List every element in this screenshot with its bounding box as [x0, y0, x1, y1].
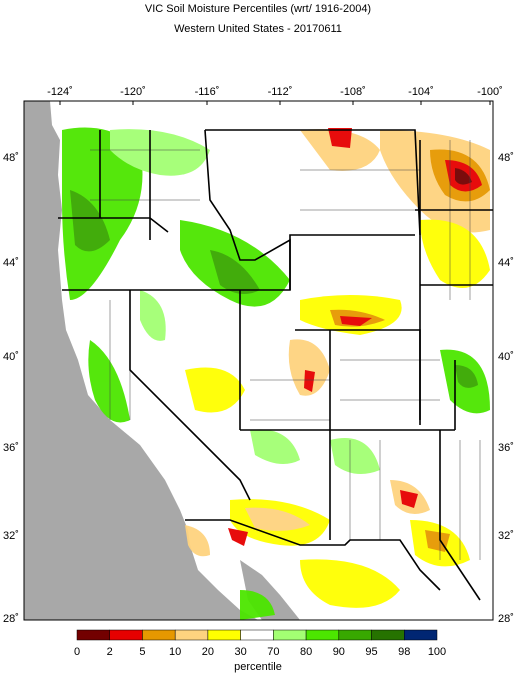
latitude-label: 44˚: [3, 257, 19, 269]
colorbar-tick-label: 90: [333, 646, 345, 658]
latitude-label: 32˚: [3, 530, 19, 542]
colorbar-tick-label: 10: [169, 646, 181, 658]
colorbar-label: percentile: [234, 661, 282, 673]
colorbar-tick-label: 98: [398, 646, 410, 658]
latitude-label: 40˚: [498, 351, 514, 363]
map-frame: [23, 100, 494, 621]
latitude-label: 28˚: [498, 613, 514, 625]
title: VIC Soil Moisture Percentiles (wrt/ 1916…: [145, 3, 371, 15]
latitude-label: 40˚: [3, 351, 19, 363]
ocean: [24, 101, 258, 620]
longitude-label: -108˚: [340, 86, 366, 98]
colorbar-tick-label: 2: [107, 646, 113, 658]
colorbar-swatch: [371, 629, 405, 641]
colorbar-tick-label: 70: [267, 646, 279, 658]
latitude-label: 32˚: [498, 530, 514, 542]
colorbar-swatch: [142, 629, 176, 641]
longitude-label: -104˚: [408, 86, 434, 98]
latitude-label: 36˚: [498, 442, 514, 454]
colorbar-swatch: [76, 629, 110, 641]
longitude-label: -120˚: [120, 86, 146, 98]
latitude-label: 44˚: [498, 257, 514, 269]
colorbar-swatch: [338, 629, 372, 641]
colorbar-tick-label: 30: [235, 646, 247, 658]
colorbar-swatch: [109, 629, 143, 641]
latitude-label: 48˚: [3, 152, 19, 164]
colorbar-swatch: [305, 629, 340, 641]
colorbar-tick-label: 0: [74, 646, 80, 658]
latitude-label: 36˚: [3, 442, 19, 454]
moisture-patches: [62, 127, 490, 620]
latitude-label: 48˚: [498, 152, 514, 164]
longitude-label: -100˚: [477, 86, 503, 98]
longitude-label: -116˚: [195, 86, 220, 98]
colorbar-swatch: [404, 629, 438, 641]
map: [23, 100, 494, 621]
colorbar: 0 2 5 10 20 30 70 80 90 95 98 100: [74, 629, 446, 658]
colorbar-tick-label: 100: [428, 646, 446, 658]
latitude-label: 28˚: [3, 613, 19, 625]
axis-labels: -124˚ -120˚ -116˚ -112˚ -108˚ -104˚ -100˚ 48˚ 48…: [3, 86, 514, 625]
colorbar-tick-label: 80: [300, 646, 312, 658]
longitude-label: -124˚: [47, 86, 73, 98]
subtitle: Western United States - 20170611: [174, 23, 342, 35]
colorbar-swatch: [207, 629, 241, 641]
state-lines: [58, 129, 493, 601]
colorbar-tick-label: 95: [365, 646, 377, 658]
longitude-label: -112˚: [268, 86, 293, 98]
colorbar-tick-label: 5: [139, 646, 145, 658]
colorbar-tick-label: 20: [202, 646, 214, 658]
colorbar-swatch: [240, 629, 274, 641]
colorbar-swatch: [273, 629, 307, 641]
colorbar-swatch: [174, 629, 209, 641]
